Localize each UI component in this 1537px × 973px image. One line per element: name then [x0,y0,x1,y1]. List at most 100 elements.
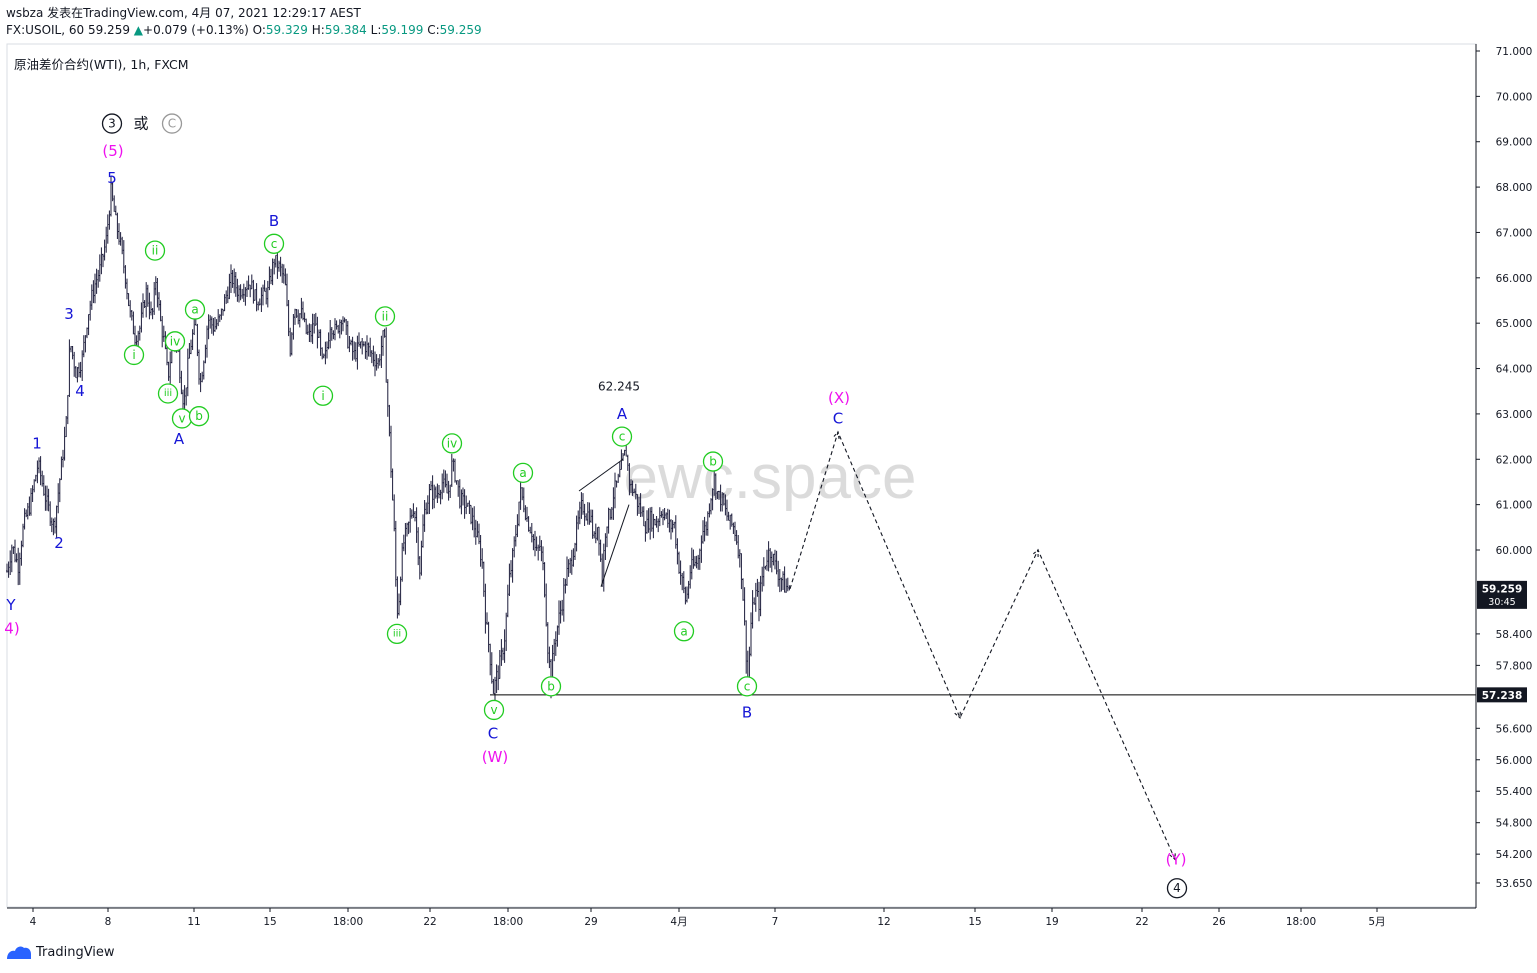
wave-label: 4 [75,382,85,400]
wave-label-circle [144,240,166,261]
price-tick-label: 64.000 [1496,364,1533,376]
price-badge-label: 59.259 [1482,583,1523,595]
time-tick-label: 22 [423,916,436,928]
high-label: H: [311,23,325,37]
time-tick-label: 15 [968,916,981,928]
time-axis[interactable]: 4 8 11 15 18:00 22 18:00 29 4月 7 12 15 19 22 26 18:00 5月 [30,908,1386,928]
wave-label: (5) [102,142,123,160]
wave-label: c [744,679,751,693]
wave-label: A [617,405,628,423]
price-axis[interactable]: 71.000 70.000 69.000 68.000 67.000 66.000 65.0… [1476,46,1532,890]
open-label: O: [252,23,266,37]
price-tick-label: 68.000 [1496,182,1533,194]
wave-label-circle [386,623,408,645]
time-tick-label: 26 [1212,916,1226,928]
price-badge-label: 57.238 [1482,690,1523,702]
wave-label: 4) [4,620,19,638]
price-tick-label: 55.400 [1496,786,1533,798]
price-tick-label: 53.650 [1496,878,1533,890]
wave-label: i [321,389,324,403]
wave-label-circle [611,426,633,447]
price-badge [1477,580,1527,609]
wave-label: c [271,237,278,251]
wave-label: C [488,725,498,743]
open-value: 59.329 [265,23,308,37]
ohlc-legend: FX:USOIL, 60 59.259 ▲+0.079 (+0.13%) O:5… [6,23,482,38]
channel-line [578,458,624,492]
wave-label-circle [441,433,463,454]
price-tick-label: 66.000 [1496,273,1533,285]
wave-label: ii [382,309,389,323]
wave-label: C [833,409,843,427]
wave-label-circle [483,699,505,721]
time-tick-label: 8 [105,916,112,928]
wave-label: a [191,303,198,317]
time-tick-label: 5月 [1368,916,1385,928]
wave-label: 4 [1173,881,1181,895]
footer-brand-label: TradingView [36,944,115,960]
price-tick-label: 71.000 [1496,46,1533,58]
forecast-arrowhead [1032,548,1039,558]
change-value: +0.079 (+0.13%) [143,23,249,37]
time-tick-label: 19 [1045,916,1058,928]
wave-label: 62.245 [598,380,640,394]
low-value: 59.199 [381,23,424,37]
wave-label: a [680,624,687,638]
wave-label-circle [188,406,210,427]
wave-label-circle [263,233,285,254]
wave-label: ii [152,244,159,258]
wave-label-circle [673,621,695,642]
wave-label: B [742,704,752,722]
footer-brand[interactable]: TradingView [6,944,115,960]
channel-line [600,504,630,587]
wave-label: 5 [107,169,117,187]
price-tick-label: 69.000 [1496,137,1533,149]
price-tick-label: 54.800 [1496,818,1533,830]
close-label: C: [427,23,440,37]
wave-label-circle [736,676,758,697]
wave-label-circle [702,451,724,472]
wave-label-circle [123,344,145,366]
low-label: L: [370,23,382,37]
wave-label: 3 [64,305,74,323]
price-tick-label: 63.000 [1496,409,1533,421]
wave-label: (Y) [1166,850,1187,868]
wave-label-circle [184,299,206,320]
close-value: 59.259 [439,23,482,37]
price-tick-label: 58.400 [1496,629,1533,641]
wave-label: iii [164,388,172,399]
time-tick-label: 29 [584,916,597,928]
price-tick-label: 54.200 [1496,849,1533,861]
wave-label: Y [5,596,16,614]
wave-label-circle [161,113,183,134]
wave-label: iv [170,334,180,348]
wave-label: (W) [482,748,509,766]
price-tick-label: 70.000 [1496,91,1533,103]
wave-label: 1 [32,434,42,452]
wave-label: i [132,348,135,362]
symbol-interval: FX:USOIL, 60 [6,23,85,37]
wave-label: C [168,117,176,131]
time-tick-label: 4月 [670,916,687,928]
time-tick-label: 7 [772,916,779,928]
wave-label: 或 [133,115,148,133]
watermark: ewc.space [624,443,917,512]
wave-label: b [709,455,717,469]
wave-label-circle [101,113,123,134]
time-tick-label: 4 [30,916,37,928]
price-tick-label: 62.000 [1496,454,1533,466]
last-price: 59.259 [87,23,130,37]
time-tick-label: 18:00 [333,916,363,928]
wave-label: v [178,411,185,425]
price-badge [1477,687,1527,703]
wave-label-circle [512,462,534,484]
publish-info: wsbza 发表在TradingView.com, 4月 07, 2021 12… [6,6,361,20]
wave-label: iv [447,436,457,450]
wave-label: b [195,409,203,423]
wave-label: B [269,212,279,230]
wave-label: 2 [54,534,64,552]
time-tick-label: 22 [1135,916,1148,928]
price-tick-label: 65.000 [1496,318,1533,330]
wave-label: b [547,679,555,693]
